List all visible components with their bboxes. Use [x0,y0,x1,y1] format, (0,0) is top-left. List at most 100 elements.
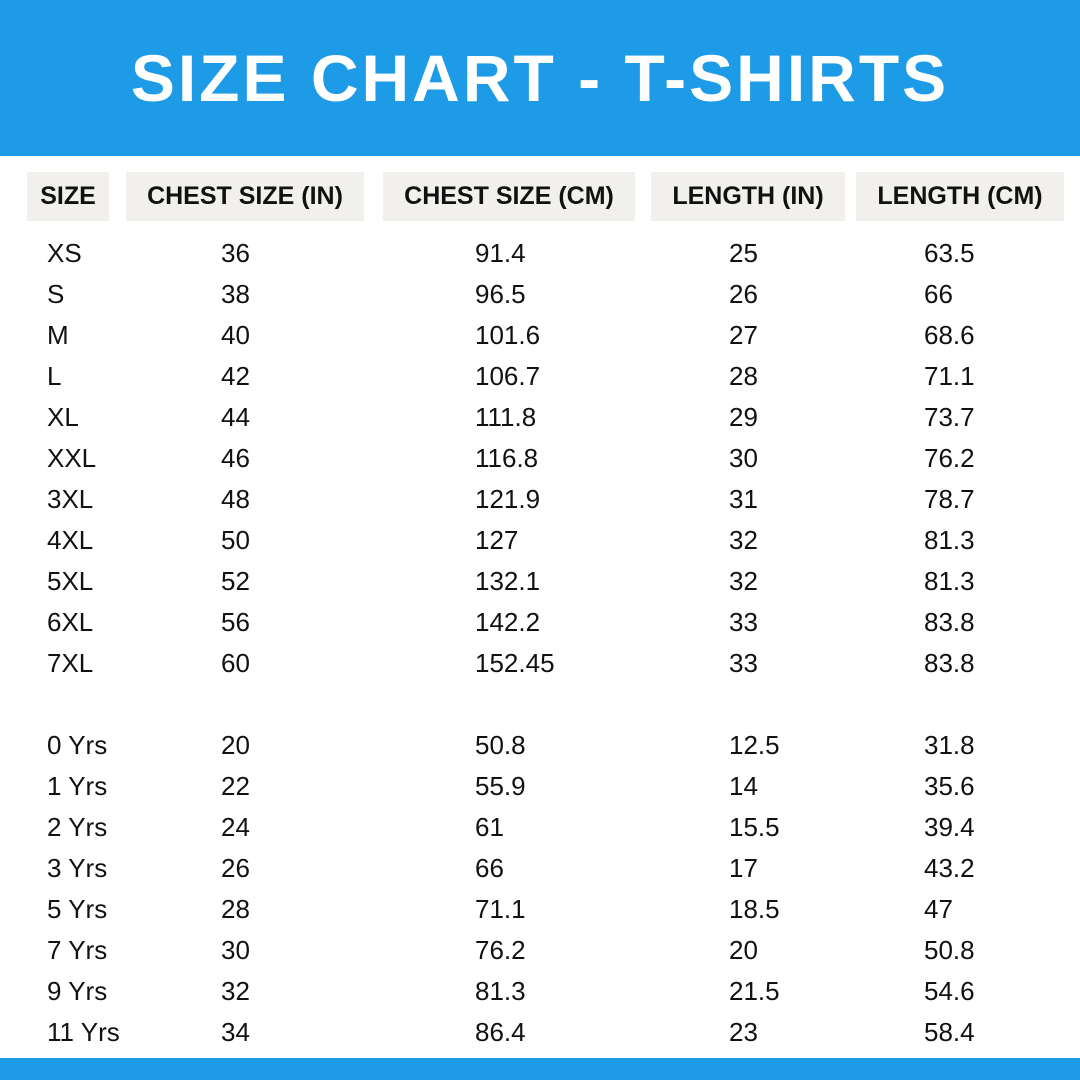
cell-chest-in: 42 [221,361,250,391]
cell-chest-cm: 152.45 [475,648,555,678]
table-row: XS 36 91.4 25 63.5 [0,233,1080,274]
cell-chest-cm: 111.8 [475,402,537,432]
cell-chest-in: 36 [221,238,250,268]
cell-length-cm: 63.5 [924,238,975,268]
cell-chest-in: 38 [221,279,250,309]
cell-length-in: 18.5 [729,894,780,924]
table-row: 9 Yrs 32 81.3 21.5 54.6 [0,971,1080,1012]
cell-length-in: 28 [729,361,758,391]
cell-length-in: 32 [729,525,758,555]
cell-length-cm: 78.7 [924,484,975,514]
cell-size: XL [47,402,79,432]
cell-chest-cm: 121.9 [475,484,541,514]
cell-size: 7XL [47,648,94,678]
cell-length-cm: 39.4 [924,812,975,842]
cell-chest-cm: 96.5 [475,279,526,309]
footer-bar [0,1058,1080,1080]
cell-length-in: 12.5 [729,730,780,760]
table-row: 2 Yrs 24 61 15.5 39.4 [0,807,1080,848]
cell-length-in: 32 [729,566,758,596]
cell-chest-in: 52 [221,566,250,596]
cell-chest-in: 46 [221,443,250,473]
column-header-chest-cm: CHEST SIZE (CM) [383,172,635,221]
cell-chest-cm: 50.8 [475,730,526,760]
cell-length-in: 33 [729,648,758,678]
cell-chest-cm: 116.8 [475,443,539,473]
table-row: 7XL 60 152.45 33 83.8 [0,643,1080,684]
cell-length-cm: 58.4 [924,1017,975,1047]
cell-chest-cm: 55.9 [475,771,526,801]
table-row: 5 Yrs 28 71.1 18.5 47 [0,889,1080,930]
cell-chest-cm: 101.6 [475,320,541,350]
cell-chest-cm: 66 [475,853,504,883]
cell-length-in: 17 [729,853,758,883]
column-header-size: SIZE [27,172,109,221]
cell-chest-cm: 76.2 [475,935,526,965]
cell-chest-in: 56 [221,607,250,637]
table-row: 6XL 56 142.2 33 83.8 [0,602,1080,643]
page-title: SIZE CHART - T-SHIRTS [130,41,950,115]
cell-length-cm: 76.2 [924,443,975,473]
cell-length-in: 21.5 [729,976,780,1006]
column-header-length-in: LENGTH (IN) [651,172,845,221]
table-row: XXL 46 116.8 30 76.2 [0,438,1080,479]
cell-chest-in: 48 [221,484,250,514]
cell-length-in: 30 [729,443,758,473]
cell-chest-cm: 132.1 [475,566,541,596]
cell-length-cm: 66 [924,279,953,309]
cell-length-cm: 73.7 [924,402,975,432]
table-row: 3 Yrs 26 66 17 43.2 [0,848,1080,889]
cell-size: L [47,361,62,391]
table-row: 4XL 50 127 32 81.3 [0,520,1080,561]
cell-length-in: 23 [729,1017,758,1047]
cell-length-cm: 54.6 [924,976,975,1006]
table-row: 11 Yrs 34 86.4 23 58.4 [0,1012,1080,1053]
cell-size: 2 Yrs [47,812,108,842]
table-row: 7 Yrs 30 76.2 20 50.8 [0,930,1080,971]
cell-length-cm: 35.6 [924,771,975,801]
cell-chest-cm: 61 [475,812,504,842]
cell-chest-in: 30 [221,935,250,965]
cell-size: S [47,279,65,309]
cell-length-in: 26 [729,279,758,309]
column-header-chest-in: CHEST SIZE (IN) [126,172,364,221]
table-row: 0 Yrs 20 50.8 12.5 31.8 [0,725,1080,766]
cell-chest-cm: 91.4 [475,238,526,268]
cell-length-cm: 71.1 [924,361,975,391]
cell-chest-in: 20 [221,730,250,760]
column-header-length-cm: LENGTH (CM) [856,172,1064,221]
cell-length-in: 31 [729,484,758,514]
cell-size: 9 Yrs [47,976,108,1006]
cell-chest-in: 24 [221,812,250,842]
cell-size: XXL [47,443,97,473]
cell-length-cm: 31.8 [924,730,975,760]
cell-chest-in: 60 [221,648,250,678]
cell-chest-in: 50 [221,525,250,555]
cell-chest-cm: 106.7 [475,361,541,391]
table-row: 1 Yrs 22 55.9 14 35.6 [0,766,1080,807]
cell-length-in: 33 [729,607,758,637]
cell-length-cm: 81.3 [924,566,975,596]
cell-length-cm: 83.8 [924,607,975,637]
cell-length-in: 14 [729,771,758,801]
cell-length-in: 15.5 [729,812,780,842]
cell-size: 3 Yrs [47,853,108,883]
title-banner: SIZE CHART - T-SHIRTS [0,0,1080,156]
cell-chest-cm: 81.3 [475,976,526,1006]
cell-chest-in: 28 [221,894,250,924]
table-row: L 42 106.7 28 71.1 [0,356,1080,397]
cell-chest-in: 44 [221,402,250,432]
cell-size: M [47,320,69,350]
cell-length-cm: 83.8 [924,648,975,678]
cell-size: 11 Yrs [47,1017,120,1047]
cell-length-cm: 68.6 [924,320,975,350]
cell-size: 4XL [47,525,94,555]
table-row: 3XL 48 121.9 31 78.7 [0,479,1080,520]
cell-chest-in: 34 [221,1017,250,1047]
cell-length-in: 20 [729,935,758,965]
cell-chest-in: 26 [221,853,250,883]
cell-chest-cm: 142.2 [475,607,541,637]
table-row: 5XL 52 132.1 32 81.3 [0,561,1080,602]
cell-length-in: 25 [729,238,758,268]
cell-chest-in: 32 [221,976,250,1006]
